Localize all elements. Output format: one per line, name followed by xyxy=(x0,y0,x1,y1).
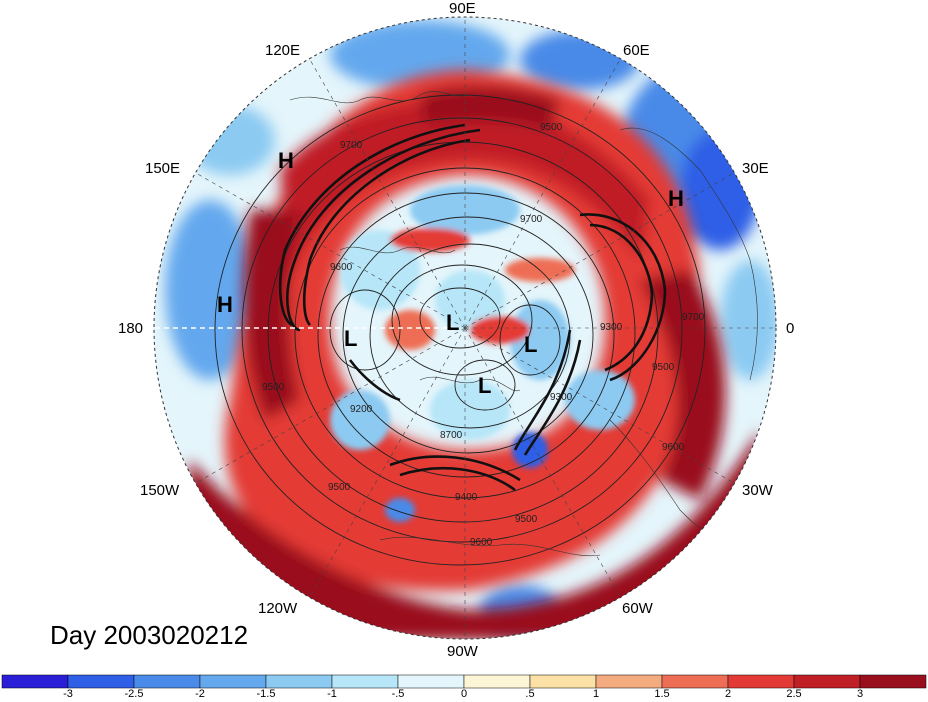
map-boundary xyxy=(153,16,777,640)
map-title: Day 2003020212 xyxy=(50,620,249,650)
height-contours xyxy=(214,94,706,566)
colorbar-swatch xyxy=(463,674,531,689)
contour-label: 9700 xyxy=(520,214,543,225)
contour-label: 9500 xyxy=(262,382,285,393)
contour-label: 9600 xyxy=(662,442,685,453)
contour-label: 9400 xyxy=(455,492,478,503)
colorbar-swatch xyxy=(529,674,597,689)
contour-label: 8700 xyxy=(440,430,463,441)
anomaly-field: 9700 9500 9600 9700 9300 9200 8700 9500 … xyxy=(154,17,776,639)
contour-label: 9600 xyxy=(330,262,353,273)
lon-label-30w: 30W xyxy=(742,482,773,499)
lon-label-180: 180 xyxy=(118,320,144,337)
lon-label-0: 0 xyxy=(786,320,795,337)
contour-label: 9500 xyxy=(652,362,675,373)
contour-label: 9500 xyxy=(328,482,351,493)
colorbar-tick-label: -3 xyxy=(63,688,73,700)
colorbar-tick-label: -2.5 xyxy=(124,688,144,700)
colorbar-swatch xyxy=(133,674,201,689)
contour-label: 9700 xyxy=(340,140,363,151)
colorbar-tick-label: -1.5 xyxy=(256,688,276,700)
contour-label: 9500 xyxy=(515,514,538,525)
colorbar-tick-label: 2.5 xyxy=(786,688,802,700)
contour-label: 9300 xyxy=(550,392,573,403)
high-pressure-center: H xyxy=(278,148,294,173)
low-pressure-center: L xyxy=(524,332,537,357)
colorbar xyxy=(1,674,927,689)
colorbar-tick-label: -2 xyxy=(195,688,205,700)
colorbar-tick-label: 3 xyxy=(856,688,864,700)
colorbar-tick-label: -.5 xyxy=(391,688,405,700)
colorbar-tick-label: 2 xyxy=(724,688,732,700)
colorbar-swatch xyxy=(331,674,399,689)
pressure-centers: H H H L L L L xyxy=(217,148,684,398)
lon-label-90e: 90E xyxy=(449,0,476,17)
colorbar-swatch xyxy=(1,674,69,689)
colorbar-tick-label: 1 xyxy=(592,688,600,700)
colorbar-swatch xyxy=(397,674,465,689)
high-pressure-center: H xyxy=(668,186,684,211)
contour-label: 9500 xyxy=(540,122,563,133)
lon-label-150w: 150W xyxy=(140,482,180,499)
colorbar-swatch xyxy=(67,674,135,689)
colorbar-swatch xyxy=(265,674,333,689)
lon-label-30e: 30E xyxy=(742,160,769,177)
colorbar-swatch xyxy=(661,674,729,689)
lon-label-90w: 90W xyxy=(447,643,478,660)
colorbar-swatch xyxy=(595,674,663,689)
colorbar-tick-label: .5 xyxy=(525,688,535,700)
meridians xyxy=(195,17,776,639)
colorbar-swatch xyxy=(727,674,795,689)
jet-contours xyxy=(278,123,667,492)
lon-label-120w: 120W xyxy=(258,600,298,617)
high-pressure-center: H xyxy=(217,292,233,317)
colorbar-tick-label: -1 xyxy=(327,688,337,700)
colorbar-swatch xyxy=(793,674,861,689)
low-pressure-center: L xyxy=(344,326,357,351)
contour-labels: 9700 9500 9600 9700 9300 9200 8700 9500 … xyxy=(262,122,705,548)
low-pressure-center: L xyxy=(446,310,459,335)
contour-label: 9600 xyxy=(470,537,493,548)
lon-label-120e: 120E xyxy=(265,42,301,59)
colorbar-swatch xyxy=(859,674,927,689)
low-pressure-center: L xyxy=(478,373,491,398)
contour-label: 9200 xyxy=(350,404,373,415)
lon-label-60w: 60W xyxy=(622,600,653,617)
contour-label: 9300 xyxy=(600,322,623,333)
contour-label: 9700 xyxy=(682,312,705,323)
colorbar-tick-label: 1.5 xyxy=(654,688,670,700)
lon-label-60e: 60E xyxy=(623,42,650,59)
lon-label-150e: 150E xyxy=(145,160,181,177)
colorbar-swatch xyxy=(199,674,267,689)
colorbar-tick-label: 0 xyxy=(460,688,468,700)
